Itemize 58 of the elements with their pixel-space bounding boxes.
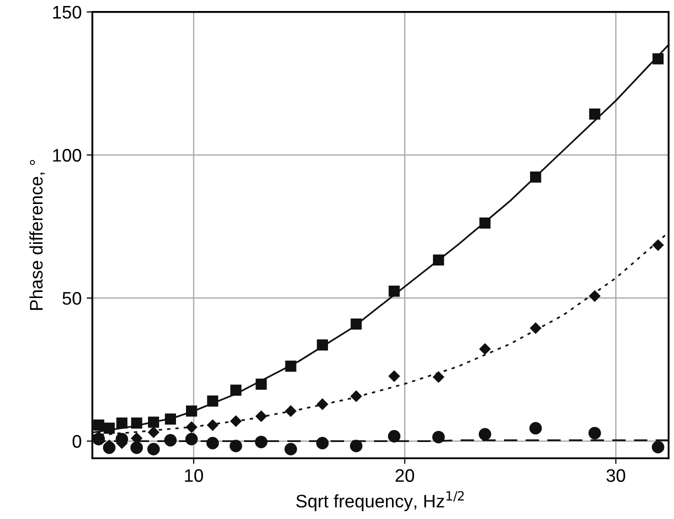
- point: [388, 430, 400, 442]
- point: [316, 398, 328, 410]
- point: [148, 416, 160, 428]
- point: [164, 414, 176, 425]
- point: [350, 390, 362, 402]
- point: [254, 436, 268, 448]
- point: [388, 286, 400, 297]
- point: [256, 410, 267, 422]
- point: [350, 318, 362, 330]
- y-tick-label: 100: [53, 148, 82, 162]
- point: [256, 378, 267, 390]
- point: [316, 339, 328, 351]
- point: [530, 322, 542, 334]
- point: [478, 428, 492, 440]
- point: [529, 422, 542, 434]
- x-axis-title: Sqrt frequency, Hz$^{1/2}$: [296, 491, 464, 512]
- point: [530, 171, 542, 183]
- point: [479, 218, 491, 229]
- point: [652, 240, 664, 251]
- point: [432, 254, 444, 266]
- point: [350, 440, 362, 452]
- y-tick-label: 50: [62, 292, 82, 305]
- point: [130, 441, 143, 454]
- point: [388, 370, 400, 382]
- point: [432, 371, 444, 383]
- y-axis-title: Phase difference, °: [29, 160, 45, 310]
- point: [104, 422, 115, 434]
- point: [131, 418, 142, 429]
- point: [93, 420, 104, 431]
- point: [285, 405, 296, 417]
- y-tick-label: 150: [53, 6, 82, 19]
- point: [206, 436, 219, 450]
- point: [186, 421, 198, 433]
- point: [230, 384, 242, 396]
- x-tick-label: 20: [396, 469, 414, 482]
- point: [652, 53, 664, 64]
- point: [148, 426, 160, 438]
- point: [147, 442, 160, 456]
- point: [479, 343, 491, 355]
- point: [186, 406, 198, 417]
- point: [285, 360, 296, 372]
- point: [588, 426, 601, 440]
- x-tick-label: 30: [606, 469, 626, 482]
- point: [164, 434, 177, 446]
- point: [284, 442, 298, 456]
- point: [185, 432, 198, 446]
- point: [207, 419, 218, 431]
- y-tick-label: 0: [72, 435, 82, 448]
- point: [316, 436, 329, 450]
- point: [652, 440, 664, 454]
- x-tick-label: 10: [184, 469, 203, 482]
- point: [116, 418, 128, 429]
- point: [230, 415, 242, 427]
- point: [207, 396, 218, 407]
- point: [589, 290, 600, 302]
- point: [589, 108, 600, 120]
- point: [432, 430, 445, 444]
- point: [230, 440, 242, 452]
